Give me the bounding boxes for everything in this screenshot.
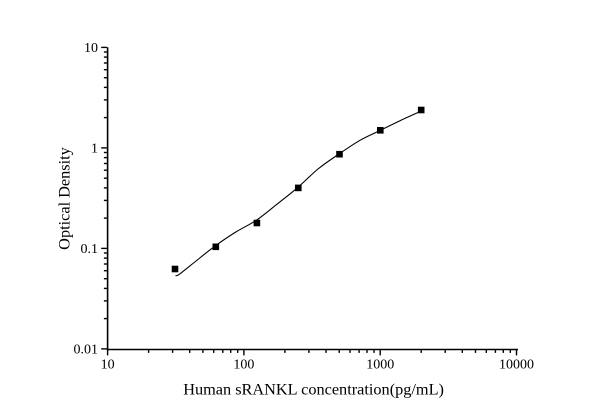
- svg-text:0.1: 0.1: [81, 242, 99, 257]
- svg-text:1: 1: [91, 142, 98, 157]
- svg-text:100: 100: [233, 358, 254, 373]
- svg-text:0.01: 0.01: [74, 343, 99, 358]
- svg-text:Human sRANKL concentration(pg/: Human sRANKL concentration(pg/mL): [183, 379, 444, 398]
- svg-text:10: 10: [84, 41, 98, 56]
- svg-text:1000: 1000: [366, 358, 394, 373]
- svg-text:Optical Density: Optical Density: [54, 146, 73, 249]
- svg-text:10000: 10000: [499, 358, 534, 373]
- svg-text:10: 10: [101, 358, 115, 373]
